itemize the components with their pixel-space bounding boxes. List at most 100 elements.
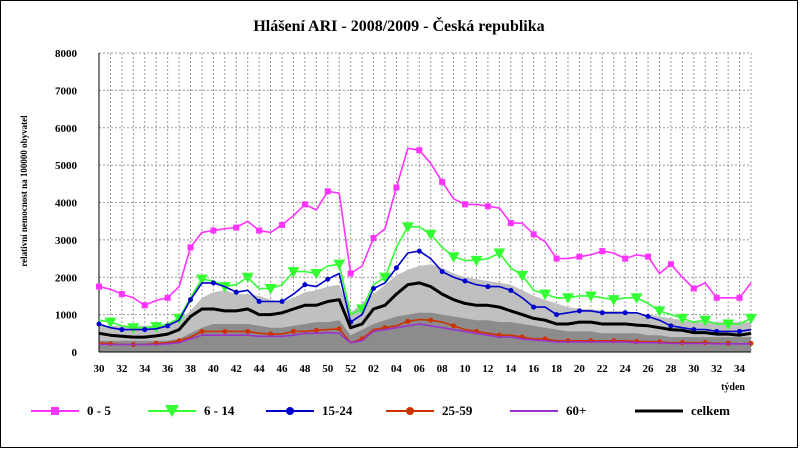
data-point-marker — [428, 317, 434, 323]
data-point-marker — [401, 222, 414, 233]
data-point-marker — [699, 315, 712, 327]
data-point-marker — [645, 253, 652, 260]
data-point-marker — [302, 282, 308, 288]
x-tick-label: 40 — [208, 363, 220, 375]
legend-swatch — [148, 405, 196, 417]
data-point-marker — [279, 299, 285, 305]
data-point-marker — [622, 255, 629, 262]
x-tick-label: 12 — [482, 363, 494, 375]
data-point-marker — [736, 294, 743, 301]
data-point-marker — [264, 283, 277, 295]
data-point-marker — [485, 284, 491, 290]
data-point-marker — [553, 255, 560, 262]
x-tick-label: 34 — [734, 363, 746, 375]
x-tick-label: 04 — [391, 363, 403, 375]
series-line — [98, 250, 752, 333]
legend-swatch — [510, 410, 558, 412]
data-point-marker — [324, 188, 331, 195]
data-point-marker — [165, 323, 171, 329]
legend-label: 25-59 — [442, 403, 473, 418]
data-point-marker — [241, 272, 254, 284]
x-tick-label: 38 — [185, 363, 197, 375]
data-point-marker — [222, 328, 228, 334]
data-point-marker — [301, 201, 308, 208]
legend-item: 15-24 — [264, 400, 352, 422]
data-point-marker — [188, 297, 194, 303]
data-point-marker — [187, 244, 194, 251]
data-point-marker — [622, 310, 628, 316]
series-line — [98, 281, 752, 339]
data-point-marker — [333, 259, 346, 271]
data-point-marker — [484, 203, 491, 210]
series-60 — [99, 323, 751, 346]
data-point-marker — [576, 308, 582, 314]
legend-item: 6 - 14 — [146, 400, 234, 422]
data-point-marker — [371, 285, 377, 291]
x-tick-label: 34 — [139, 363, 151, 375]
chart-legend: 0 - 5 6 - 14 15-24 25-59 60+ celkem — [21, 400, 791, 422]
data-point-marker — [668, 323, 674, 329]
y-tick-label: 1000 — [55, 310, 78, 322]
data-point-marker — [210, 227, 217, 234]
y-tick-label: 6000 — [55, 123, 78, 135]
data-point-marker — [584, 291, 597, 302]
data-point-marker — [210, 280, 216, 286]
series-15-24 — [96, 248, 752, 334]
data-point-marker — [630, 293, 643, 304]
series-celkem — [98, 281, 752, 339]
legend-swatch — [31, 407, 79, 415]
data-point-marker — [199, 328, 205, 334]
legend-label: 60+ — [566, 403, 587, 418]
data-point-marker — [451, 323, 457, 329]
series-line — [98, 147, 752, 307]
data-point-marker — [424, 229, 437, 241]
x-tick-label: 48 — [299, 363, 311, 375]
legend-label: 6 - 14 — [204, 403, 235, 418]
data-point-marker — [104, 317, 117, 329]
x-tick-label: 16 — [528, 363, 540, 375]
data-point-marker — [127, 323, 140, 334]
data-point-marker — [576, 253, 583, 260]
legend-label: 0 - 5 — [87, 403, 111, 418]
data-point-marker — [233, 224, 240, 231]
y-tick-label: 4000 — [55, 198, 78, 210]
data-point-marker — [393, 265, 399, 271]
data-point-marker — [256, 299, 262, 305]
data-point-marker — [142, 327, 148, 333]
data-point-marker — [416, 248, 422, 254]
data-point-marker — [393, 184, 400, 191]
data-point-marker — [493, 248, 506, 259]
series-line — [98, 226, 752, 329]
data-point-marker — [607, 295, 620, 306]
plot-area: 0 1000 2000 3000 4000 5000 6000 7000 8000 30 32 34 3… — [55, 48, 757, 375]
x-tick-label: 28 — [665, 363, 677, 375]
data-point-marker — [118, 291, 125, 298]
y-tick-label: 3000 — [55, 235, 78, 247]
x-tick-label: 32 — [116, 363, 128, 375]
data-point-marker — [268, 331, 274, 337]
x-tick-label: 46 — [277, 363, 289, 375]
data-point-marker — [531, 304, 537, 310]
data-point-marker — [233, 289, 239, 295]
x-tick-label: 44 — [254, 363, 266, 375]
series-line — [99, 323, 751, 346]
data-point-marker — [279, 221, 286, 228]
legend-swatch — [266, 407, 314, 415]
x-tick-label: 24 — [620, 363, 632, 375]
legend-label: 15-24 — [322, 403, 353, 418]
data-point-marker — [256, 227, 263, 234]
data-point-marker — [676, 313, 689, 325]
data-point-marker — [164, 294, 171, 301]
data-point-marker — [737, 328, 743, 334]
legend-item: 60+ — [508, 400, 586, 422]
x-tick-label: 14 — [505, 363, 517, 375]
x-tick-label: 50 — [322, 363, 334, 375]
data-point-marker — [119, 327, 125, 333]
data-point-marker — [96, 321, 102, 327]
x-tick-label: 20 — [574, 363, 586, 375]
data-point-marker — [325, 276, 331, 282]
x-tick-label: 08 — [437, 363, 449, 375]
data-point-marker — [561, 293, 574, 304]
